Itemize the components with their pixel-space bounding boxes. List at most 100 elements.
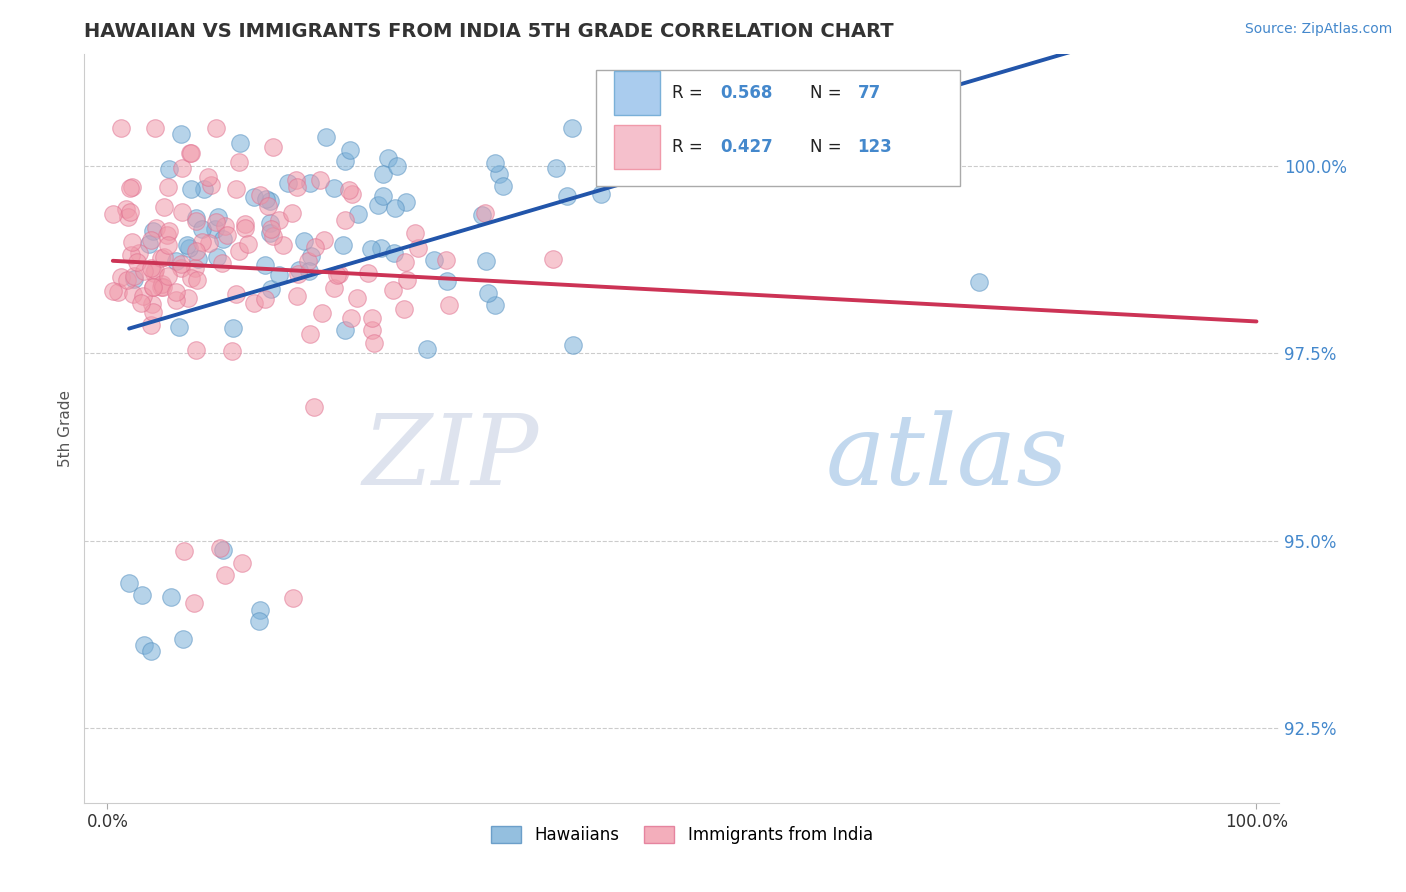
Point xyxy=(132,638,155,652)
Text: R =: R = xyxy=(672,84,709,103)
Point xyxy=(107,285,129,300)
Point xyxy=(121,179,143,194)
Point xyxy=(125,255,148,269)
Point xyxy=(200,178,222,193)
Point xyxy=(211,256,233,270)
Text: R =: R = xyxy=(672,138,709,156)
Point xyxy=(132,264,155,278)
Point xyxy=(254,293,277,307)
Point xyxy=(205,214,228,228)
Point xyxy=(382,283,405,297)
Point xyxy=(184,261,207,276)
Point xyxy=(322,181,344,195)
Point xyxy=(314,233,336,247)
Point xyxy=(436,274,458,288)
Point xyxy=(157,268,180,283)
Point xyxy=(209,541,232,555)
Point xyxy=(142,305,165,319)
Point xyxy=(179,146,201,161)
Point xyxy=(249,602,271,616)
Point xyxy=(211,232,233,246)
Point xyxy=(382,245,405,260)
Point xyxy=(191,222,214,236)
Point xyxy=(142,280,165,294)
Point xyxy=(471,208,494,222)
FancyBboxPatch shape xyxy=(596,70,960,186)
Point xyxy=(205,121,228,136)
Point xyxy=(207,250,229,264)
Point xyxy=(304,239,326,253)
Point xyxy=(169,320,191,334)
Point xyxy=(315,129,337,144)
Point xyxy=(198,235,221,250)
Point xyxy=(176,238,198,252)
Point xyxy=(484,155,506,169)
Point xyxy=(222,321,245,335)
Text: atlas: atlas xyxy=(825,410,1069,506)
Point xyxy=(361,323,384,337)
Point xyxy=(117,210,139,224)
Point xyxy=(229,136,252,151)
Point xyxy=(298,176,321,190)
Point xyxy=(302,400,325,414)
Point xyxy=(357,266,380,280)
Point xyxy=(297,264,319,278)
Point xyxy=(254,192,277,206)
Point xyxy=(157,238,180,252)
Point xyxy=(406,241,429,255)
Point xyxy=(249,188,271,202)
Point xyxy=(395,273,418,287)
Point xyxy=(544,161,567,175)
Point xyxy=(233,217,256,231)
Point xyxy=(373,167,395,181)
Point xyxy=(165,293,187,307)
Text: N =: N = xyxy=(810,84,846,103)
Point xyxy=(484,298,506,312)
Point xyxy=(101,207,124,221)
Point xyxy=(259,194,281,208)
Point xyxy=(322,281,344,295)
Point xyxy=(477,286,499,301)
Point xyxy=(128,246,150,260)
Point xyxy=(156,228,179,243)
Point xyxy=(193,181,215,195)
Point xyxy=(337,183,360,197)
Point xyxy=(325,268,347,282)
Point xyxy=(231,556,253,570)
FancyBboxPatch shape xyxy=(614,125,661,169)
Point xyxy=(129,295,152,310)
Point xyxy=(149,280,172,294)
Point xyxy=(254,258,277,272)
Point xyxy=(285,288,308,302)
Point xyxy=(157,224,180,238)
Point xyxy=(561,338,583,352)
Point xyxy=(332,237,354,252)
Text: 77: 77 xyxy=(858,84,880,103)
Point xyxy=(267,268,290,283)
Point xyxy=(333,213,356,227)
Point xyxy=(339,144,361,158)
Point xyxy=(110,270,132,285)
Point xyxy=(143,262,166,277)
Point xyxy=(142,224,165,238)
Point xyxy=(139,644,162,658)
Point xyxy=(187,252,209,266)
Text: 0.568: 0.568 xyxy=(720,84,772,103)
Point xyxy=(242,296,264,310)
Point xyxy=(131,588,153,602)
Point xyxy=(377,151,399,165)
Point xyxy=(204,222,226,236)
Point xyxy=(392,301,415,316)
Point xyxy=(214,219,236,234)
Point xyxy=(260,222,283,236)
Point xyxy=(363,335,385,350)
Point xyxy=(110,121,132,136)
Point xyxy=(301,249,323,263)
Point xyxy=(474,253,496,268)
Point xyxy=(367,198,389,212)
Point xyxy=(557,189,579,203)
Point xyxy=(228,154,250,169)
Point xyxy=(339,310,361,325)
Point xyxy=(156,180,179,194)
Point xyxy=(370,241,392,255)
